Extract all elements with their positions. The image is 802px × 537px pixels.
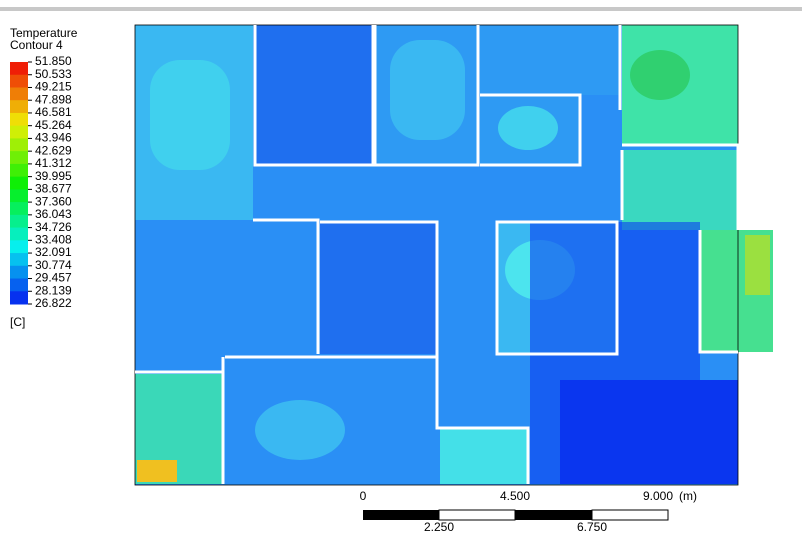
- legend-band: [10, 189, 28, 202]
- scale-label: 6.750: [577, 520, 607, 534]
- scale-label: 9.000: [643, 489, 673, 503]
- scale-unit: (m): [679, 489, 697, 503]
- floor-plan: [135, 25, 773, 485]
- legend-band: [10, 113, 28, 126]
- scale-label: 4.500: [500, 489, 530, 503]
- legend-band: [10, 215, 28, 228]
- contour-view: Temperature Contour 4 [C] 0: [0, 0, 802, 537]
- scale-label: 2.250: [424, 520, 454, 534]
- legend-band: [10, 100, 28, 113]
- legend-band: [10, 266, 28, 279]
- legend-band: [10, 75, 28, 88]
- legend-band: [10, 138, 28, 151]
- legend-band: [10, 291, 28, 304]
- legend-band: [10, 202, 28, 215]
- top-bar: [0, 7, 802, 11]
- legend-band: [10, 87, 28, 100]
- legend-band: [10, 164, 28, 177]
- scale-label: 0: [360, 489, 367, 503]
- legend-band: [10, 279, 28, 292]
- legend-band: [10, 151, 28, 164]
- legend-unit: [C]: [10, 315, 25, 329]
- legend-band: [10, 177, 28, 190]
- legend-subtitle: Contour 4: [10, 38, 63, 52]
- scale-bar: [363, 510, 668, 520]
- viewer: Temperature Contour 4 [C] 0: [0, 0, 802, 537]
- legend-band: [10, 253, 28, 266]
- legend-label: 26.822: [35, 296, 72, 310]
- legend-band: [10, 126, 28, 139]
- legend-band: [10, 62, 28, 75]
- legend-band: [10, 228, 28, 241]
- legend-band: [10, 240, 28, 253]
